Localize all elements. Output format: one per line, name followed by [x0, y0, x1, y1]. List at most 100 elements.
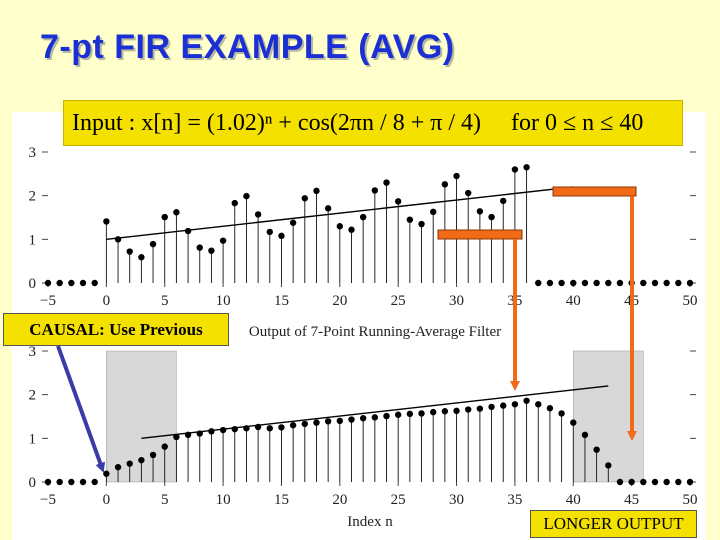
orange-bar-right	[552, 186, 637, 197]
output-data-point	[103, 470, 110, 477]
input-data-point	[430, 208, 437, 216]
output-data-point	[266, 425, 273, 432]
input-x-tick-label: 5	[161, 293, 169, 309]
output-data-point	[173, 433, 180, 441]
output-data-point	[406, 410, 414, 418]
input-data-point	[184, 227, 192, 235]
output-data-point	[535, 401, 542, 408]
input-data-point	[219, 237, 227, 244]
input-data-point	[406, 216, 414, 223]
output-data-point	[418, 410, 425, 417]
output-data-point	[313, 419, 320, 426]
input-data-point	[663, 279, 670, 287]
input-y-tick-label: 2	[29, 189, 37, 205]
input-data-point	[686, 279, 694, 287]
input-data-point	[418, 220, 425, 228]
output-data-point	[570, 419, 577, 426]
output-data-point	[149, 451, 157, 459]
output-x-tick-label: 5	[161, 492, 169, 508]
input-data-point	[324, 205, 332, 212]
input-data-point	[149, 240, 157, 248]
slide-title: 7-pt FIR EXAMPLE (AVG)	[40, 28, 455, 66]
input-x-tick-label: 10	[216, 293, 231, 309]
output-data-point	[616, 478, 624, 486]
input-x-tick-label: 0	[103, 293, 111, 309]
output-data-point	[219, 426, 227, 434]
output-data-point	[430, 408, 437, 416]
input-data-point	[359, 213, 367, 221]
output-y-tick-label: 2	[29, 388, 37, 404]
output-data-point	[196, 430, 203, 437]
orange-bar-left	[437, 229, 523, 240]
output-data-point	[511, 401, 519, 408]
output-chart-title: Output of 7-Point Running-Average Filter	[249, 324, 501, 340]
input-data-point	[243, 192, 250, 200]
input-trend-line	[106, 186, 574, 241]
output-data-point	[208, 428, 215, 435]
output-data-point	[243, 425, 250, 432]
input-data-point	[511, 166, 519, 173]
output-data-point	[91, 478, 98, 486]
output-data-point	[254, 423, 262, 431]
input-x-tick-label: 15	[274, 293, 289, 309]
input-data-point	[79, 279, 87, 287]
output-data-point	[231, 425, 238, 433]
input-data-point	[161, 213, 168, 221]
input-data-point	[488, 213, 495, 221]
input-data-point	[231, 199, 238, 207]
output-data-point	[359, 415, 367, 422]
output-data-point	[336, 417, 344, 425]
input-data-point	[91, 279, 98, 287]
input-data-point	[535, 279, 542, 287]
output-data-point	[640, 478, 647, 486]
output-data-point	[278, 424, 285, 431]
input-data-point	[383, 179, 390, 186]
input-x-tick-label: 40	[566, 293, 581, 309]
input-data-point	[266, 228, 273, 236]
input-x-tick-label: 20	[332, 293, 347, 309]
output-x-tick-label: 20	[332, 492, 347, 508]
input-x-tick-label: 50	[683, 293, 698, 309]
output-data-point	[651, 478, 659, 486]
output-trend-line	[141, 385, 609, 440]
input-data-point	[278, 232, 285, 240]
input-data-point	[441, 181, 449, 188]
output-data-point	[79, 478, 87, 486]
output-data-point	[289, 422, 297, 429]
output-x-tick-label: 30	[449, 492, 464, 508]
input-data-point	[313, 187, 320, 195]
output-y-tick-label: 0	[29, 475, 37, 491]
output-data-point	[663, 478, 670, 486]
input-data-point	[68, 279, 75, 287]
input-data-point	[581, 279, 589, 287]
output-x-axis-label: Index n	[347, 514, 393, 530]
output-data-point	[500, 402, 507, 409]
input-y-tick-label: 1	[29, 232, 37, 248]
input-x-tick-label: 25	[391, 293, 406, 309]
input-data-point	[348, 226, 355, 233]
output-data-point	[44, 478, 52, 486]
output-x-tick-label: 25	[391, 492, 406, 508]
input-data-point	[301, 195, 308, 202]
input-data-point	[593, 279, 600, 287]
input-data-point	[675, 279, 682, 287]
output-data-point	[593, 446, 600, 453]
output-data-point	[114, 463, 122, 471]
input-data-point	[336, 223, 344, 230]
output-data-point	[523, 397, 530, 404]
input-data-point	[44, 279, 52, 287]
output-data-point	[441, 408, 449, 415]
output-data-point	[675, 478, 682, 486]
output-data-point	[628, 478, 635, 486]
input-data-point	[254, 211, 262, 218]
output-x-tick-label: 0	[103, 492, 111, 508]
input-y-tick-label: 3	[29, 145, 37, 161]
output-data-point	[161, 443, 168, 450]
input-data-point	[651, 279, 659, 287]
output-x-tick-label: 35	[507, 492, 522, 508]
longer-output-callout: LONGER OUTPUT	[530, 510, 697, 538]
output-x-tick-label: 40	[566, 492, 581, 508]
output-x-tick-label: 50	[683, 492, 698, 508]
input-data-point	[465, 189, 472, 197]
output-data-point	[324, 418, 332, 425]
